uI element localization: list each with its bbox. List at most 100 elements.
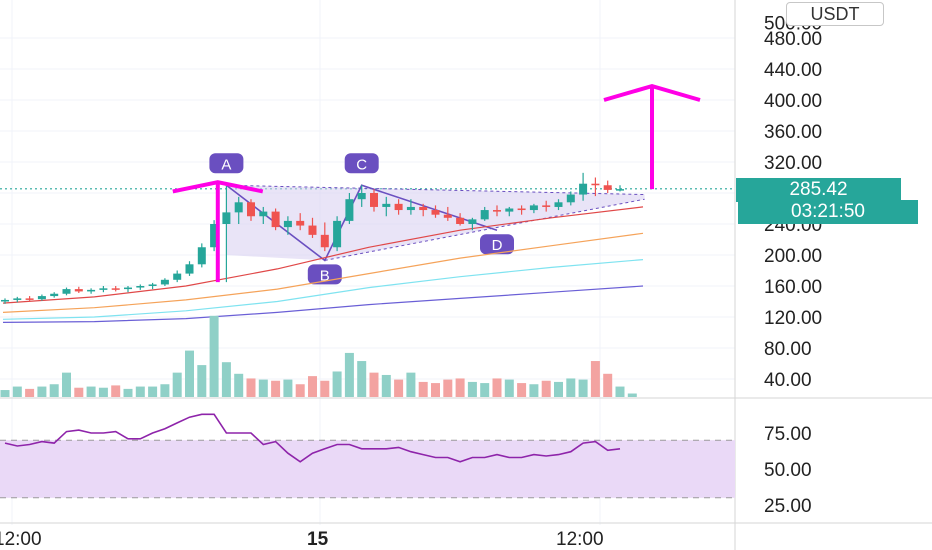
candle-body: [185, 264, 194, 274]
volume-bar: [443, 379, 453, 397]
pattern-label-a-box: [209, 153, 244, 174]
price-axis-label: 120.00: [764, 308, 822, 329]
candle-body: [87, 289, 96, 292]
last-price-badge: 285.42: [736, 178, 901, 202]
pattern-fill: [226, 185, 645, 261]
candle-body: [333, 220, 342, 248]
volume-bar: [627, 393, 637, 397]
candle-body: [197, 247, 206, 265]
volume-bar: [74, 387, 84, 397]
pattern-label-d-box: [480, 234, 514, 255]
candlesticks: [1, 172, 624, 304]
pattern-label-a: A: [221, 156, 231, 173]
moving-average-ma2: [2, 232, 644, 313]
candle-body: [37, 296, 46, 300]
rsi-line: [4, 413, 621, 463]
volume-bar: [492, 378, 502, 397]
price-axis-label: 200.00: [764, 246, 822, 267]
candle-body: [13, 298, 22, 300]
volume-bar: [554, 381, 563, 397]
volume-bar: [12, 386, 22, 397]
volume-bars: [0, 315, 637, 397]
volume-bar: [566, 378, 576, 397]
price-axis-label: 400.00: [764, 91, 822, 112]
volume-bar: [185, 350, 194, 397]
candle-body: [136, 286, 145, 288]
candle-body: [431, 210, 440, 215]
rsi-panel: [0, 413, 735, 499]
volume-bar: [62, 372, 71, 397]
volume-bar: [504, 379, 514, 397]
candle-body: [603, 185, 612, 190]
price-axis-label: 40.00: [764, 370, 812, 391]
candle-body: [529, 205, 538, 211]
volume-bar: [135, 386, 145, 397]
volume-bar: [308, 376, 317, 397]
candle-body: [247, 202, 255, 217]
volume-bar: [369, 372, 379, 397]
volume-bar: [25, 388, 35, 397]
candle-body: [222, 212, 231, 224]
candle-body: [517, 208, 526, 211]
volume-bar: [455, 378, 465, 397]
volume-bar: [615, 386, 625, 397]
candle-body: [74, 289, 83, 292]
volume-bar: [357, 361, 367, 397]
volume-bar: [480, 383, 490, 397]
price-axis: 500.00480.00440.00400.00360.00320.00240.…: [764, 14, 822, 518]
volume-bar: [418, 381, 428, 397]
pattern-label-b: B: [320, 267, 330, 284]
volume-bar: [123, 388, 133, 397]
currency-badge[interactable]: USDT: [786, 2, 884, 26]
price-axis-label: 480.00: [764, 29, 822, 50]
candle-body: [1, 299, 9, 302]
volume-bar: [381, 374, 391, 397]
moving-average-ma4: [2, 285, 644, 323]
pattern-drawing: A B C D: [209, 153, 645, 285]
candle-body: [345, 199, 354, 221]
candle-body: [210, 224, 219, 248]
candle-body: [62, 289, 71, 294]
candle-body: [296, 220, 305, 226]
candle-body: [370, 193, 378, 207]
candle-body: [124, 287, 132, 290]
volume-bar: [394, 379, 404, 397]
candle-body: [566, 194, 575, 203]
volume-bar: [320, 380, 330, 397]
candle-body: [160, 279, 169, 285]
volume-bar: [295, 384, 305, 397]
volume-bar: [221, 362, 231, 397]
candle-body: [99, 288, 108, 290]
candle-body: [456, 217, 465, 224]
arrow-a-head: [172, 180, 264, 194]
candle-body: [579, 183, 588, 195]
volume-bar: [37, 386, 47, 397]
candle-body: [394, 203, 403, 211]
candle-body: [542, 205, 551, 207]
time-axis-label: 12:00: [0, 529, 42, 550]
volume-bar: [49, 384, 59, 397]
volume-bar: [406, 372, 416, 397]
volume-bar: [0, 390, 10, 397]
volume-bar: [98, 387, 108, 397]
price-axis-label: 360.00: [764, 122, 822, 143]
volume-bar: [529, 384, 539, 397]
time-axis-label: 15: [307, 529, 329, 550]
rsi-axis-label: 50.00: [764, 460, 812, 481]
price-axis-label: 320.00: [764, 153, 822, 174]
candle-body: [320, 234, 329, 248]
time-axis: 12:00 15 12:00: [0, 529, 604, 550]
candle-body: [616, 189, 624, 191]
volume-bar: [283, 379, 293, 397]
candle-body: [271, 211, 280, 228]
candle-body: [468, 219, 477, 224]
candle-body: [419, 206, 428, 211]
candle-timer-badge: 03:21:50: [738, 200, 918, 224]
volume-bar: [258, 379, 268, 397]
candle-body: [259, 211, 268, 217]
volume-bar: [160, 384, 170, 397]
pattern-label-c-box: [344, 153, 379, 174]
candle-body: [234, 202, 243, 213]
moving-average-ma3: [2, 259, 644, 320]
volume-bar: [517, 383, 527, 397]
